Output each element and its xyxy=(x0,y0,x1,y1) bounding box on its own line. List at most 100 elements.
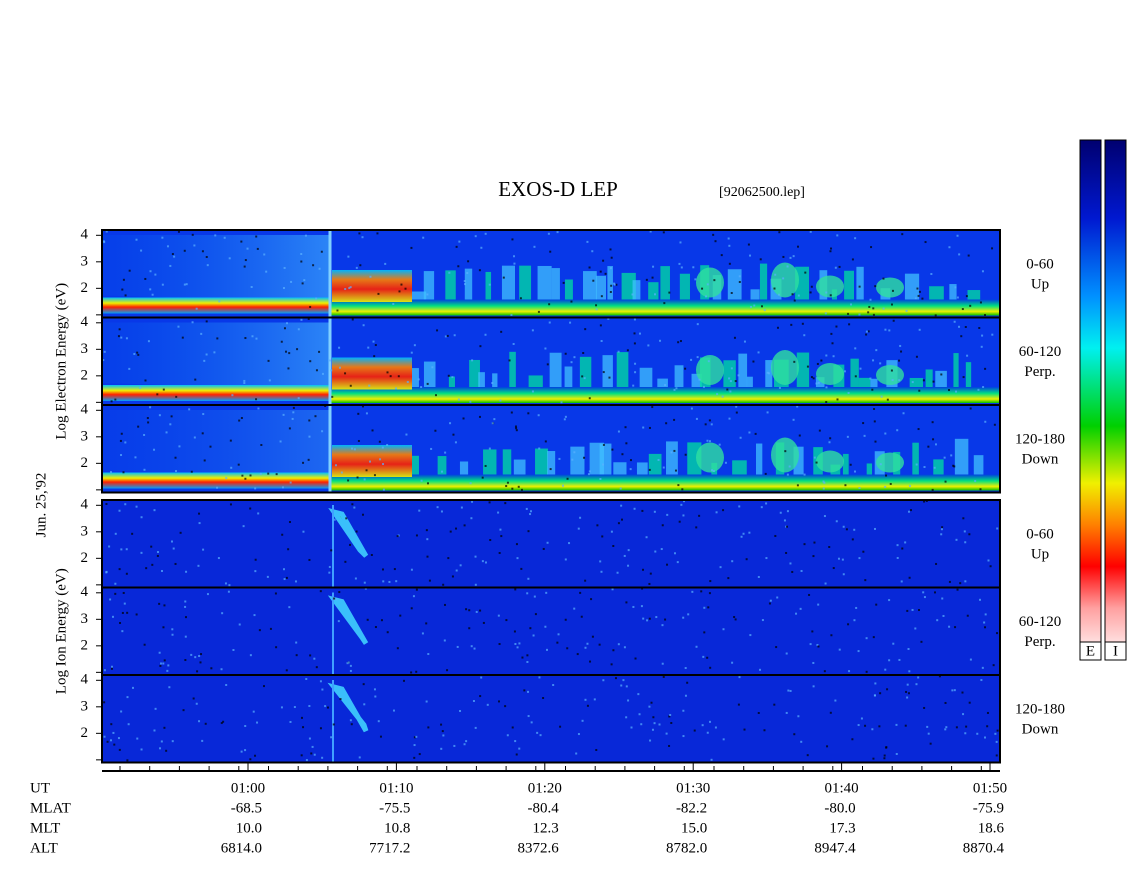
noise-pixel xyxy=(935,562,938,565)
noise-pixel xyxy=(519,297,522,300)
noise-pixel xyxy=(173,255,176,258)
noise-pixel xyxy=(670,721,673,724)
noise-pixel xyxy=(308,435,311,438)
noise-pixel xyxy=(662,231,665,234)
noise-pixel xyxy=(376,232,379,235)
noise-pixel xyxy=(590,598,593,601)
noise-pixel xyxy=(255,398,258,401)
noise-pixel xyxy=(537,414,540,417)
noise-pixel xyxy=(706,731,709,734)
noise-pixel xyxy=(823,515,826,518)
noise-pixel xyxy=(792,255,795,258)
noise-pixel xyxy=(873,420,876,423)
noise-pixel xyxy=(858,313,861,316)
noise-pixel xyxy=(721,395,724,398)
noise-pixel xyxy=(440,723,443,726)
noise-pixel xyxy=(573,607,576,610)
noise-pixel xyxy=(915,463,918,466)
noise-pixel xyxy=(162,388,165,391)
noise-pixel xyxy=(648,468,651,471)
y-tick-label: 3 xyxy=(81,611,89,627)
panel-label: 120-180 xyxy=(1015,701,1065,717)
noise-pixel xyxy=(996,527,999,530)
noise-pixel xyxy=(289,720,292,723)
noise-pixel xyxy=(195,307,198,310)
noise-pixel xyxy=(906,609,909,612)
noise-pixel xyxy=(201,432,204,435)
noise-pixel xyxy=(737,374,740,377)
noise-pixel xyxy=(708,419,711,422)
noise-pixel xyxy=(172,547,175,550)
noise-pixel xyxy=(986,711,989,714)
noise-pixel xyxy=(113,743,116,746)
noise-pixel xyxy=(491,422,494,425)
noise-pixel xyxy=(349,286,352,289)
noise-pixel xyxy=(307,317,310,320)
noise-pixel xyxy=(288,606,291,609)
noise-pixel xyxy=(577,733,580,736)
noise-pixel xyxy=(748,431,751,434)
noise-pixel xyxy=(693,729,696,732)
noise-pixel xyxy=(809,643,812,646)
noise-pixel xyxy=(588,470,591,473)
noise-pixel xyxy=(859,367,862,370)
noise-pixel xyxy=(842,525,845,528)
noise-pixel xyxy=(614,677,617,680)
ephemeris-value: -80.0 xyxy=(824,800,855,816)
noise-pixel xyxy=(136,737,139,740)
noise-pixel xyxy=(143,643,146,646)
noise-pixel xyxy=(706,283,709,286)
noise-pixel xyxy=(785,551,788,554)
noise-pixel xyxy=(728,377,731,380)
noise-pixel xyxy=(959,582,962,585)
noise-pixel xyxy=(829,437,832,440)
electron-burst xyxy=(564,279,573,300)
noise-pixel xyxy=(190,470,193,473)
noise-pixel xyxy=(470,517,473,520)
noise-pixel xyxy=(661,524,664,527)
noise-pixel xyxy=(602,371,605,374)
noise-pixel xyxy=(162,626,165,629)
noise-pixel xyxy=(691,590,694,593)
noise-pixel xyxy=(986,725,989,728)
noise-pixel xyxy=(610,256,613,259)
noise-pixel xyxy=(275,473,278,476)
noise-pixel xyxy=(884,668,887,671)
ephemeris-value: 6814.0 xyxy=(221,840,262,856)
noise-pixel xyxy=(362,324,365,327)
noise-pixel xyxy=(511,726,514,729)
noise-pixel xyxy=(536,731,539,734)
electron-burst xyxy=(796,352,810,387)
noise-pixel xyxy=(598,643,601,646)
electron-band xyxy=(102,385,330,401)
ephemeris-value: -75.5 xyxy=(379,800,410,816)
noise-pixel xyxy=(707,606,710,609)
noise-pixel xyxy=(356,476,359,479)
noise-pixel xyxy=(319,727,322,730)
noise-pixel xyxy=(627,549,630,552)
noise-pixel xyxy=(244,477,247,480)
noise-pixel xyxy=(506,481,509,484)
noise-pixel xyxy=(858,486,861,489)
noise-pixel xyxy=(690,407,693,410)
noise-pixel xyxy=(183,283,186,286)
noise-pixel xyxy=(347,661,350,664)
noise-pixel xyxy=(256,247,259,250)
noise-pixel xyxy=(569,321,572,324)
noise-pixel xyxy=(769,599,772,602)
noise-pixel xyxy=(875,349,878,352)
noise-pixel xyxy=(595,748,598,751)
electron-burst xyxy=(679,273,690,300)
electron-burst xyxy=(478,372,485,387)
noise-pixel xyxy=(888,329,891,332)
noise-pixel xyxy=(617,643,620,646)
noise-pixel xyxy=(195,702,198,705)
noise-pixel xyxy=(140,516,143,519)
noise-pixel xyxy=(511,487,514,490)
noise-pixel xyxy=(801,322,804,325)
noise-pixel xyxy=(504,705,507,708)
noise-pixel xyxy=(406,380,409,383)
noise-pixel xyxy=(930,272,933,275)
noise-pixel xyxy=(479,345,482,348)
noise-pixel xyxy=(916,287,919,290)
